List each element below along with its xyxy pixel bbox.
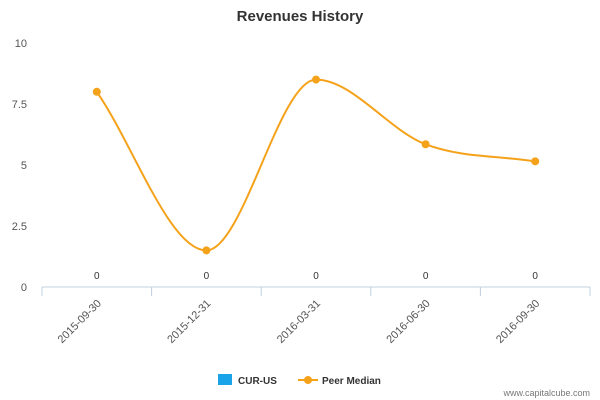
- y-tick-label: 7.5: [12, 99, 27, 111]
- legend-label-cur-us: CUR-US: [238, 376, 277, 387]
- x-axis: 2015-09-30 2015-12-31 2016-03-31 2016-06-30…: [41, 286, 591, 346]
- chart-title: Revenues History: [237, 8, 364, 25]
- x-tick-label: 2015-12-31: [165, 298, 213, 346]
- legend-label-peer-median: Peer Median: [322, 376, 381, 387]
- y-tick-label: 2.5: [12, 221, 27, 233]
- legend-swatch-cur-us: [218, 374, 232, 385]
- peer-median-line: [95, 78, 536, 252]
- y-tick-label: 10: [15, 38, 27, 50]
- y-tick-label: 5: [21, 160, 27, 172]
- legend-marker-peer-median: [304, 376, 312, 384]
- peer-median-point: [421, 140, 430, 149]
- watermark: www.capitalcube.com: [502, 388, 590, 398]
- bar-value-label: 0: [204, 271, 210, 282]
- y-axis: 0 2.5 5 7.5 10: [12, 38, 27, 294]
- x-tick-label: 2016-03-31: [275, 298, 323, 346]
- y-tick-label: 0: [21, 282, 27, 294]
- peer-median-series: [92, 75, 540, 255]
- peer-median-point: [531, 157, 540, 166]
- bar-value-label: 0: [94, 271, 100, 282]
- bar-value-label: 0: [313, 271, 319, 282]
- legend-item-cur-us[interactable]: CUR-US: [218, 374, 277, 387]
- bar-value-labels: 0 0 0 0 0: [94, 271, 538, 282]
- bar-value-label: 0: [423, 271, 429, 282]
- x-tick-label: 2016-09-30: [494, 298, 542, 346]
- peer-median-point: [202, 246, 211, 255]
- x-tick-label: 2016-06-30: [384, 298, 432, 346]
- peer-median-point: [92, 87, 101, 96]
- bar-value-label: 0: [532, 271, 538, 282]
- legend-item-peer-median[interactable]: Peer Median: [298, 376, 381, 387]
- peer-median-point: [312, 75, 320, 84]
- legend: CUR-US Peer Median: [218, 374, 381, 387]
- x-tick-label: 2015-09-30: [56, 298, 104, 346]
